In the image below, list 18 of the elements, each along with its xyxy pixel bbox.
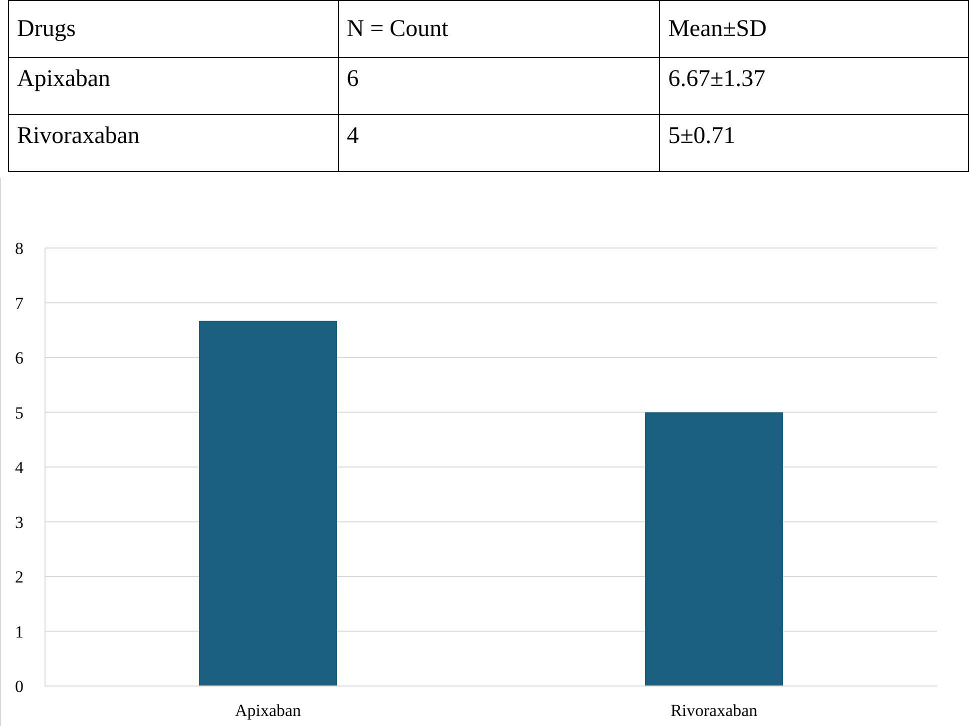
y-tick-label: 8	[15, 239, 24, 258]
y-tick-label: 6	[15, 348, 24, 368]
y-tick-label: 0	[15, 677, 24, 696]
y-tick-label: 3	[15, 512, 24, 532]
y-tick-label: 2	[15, 568, 24, 587]
text: 6	[338, 58, 660, 114]
text: Apixaban	[8, 58, 338, 114]
y-tick-label: 4	[15, 458, 24, 478]
y-tick-label: 7	[15, 294, 24, 313]
y-tick-label: 5	[15, 403, 24, 422]
y-tick-label: 1	[15, 622, 24, 642]
text: N = Count	[338, 0, 660, 58]
text: 4	[338, 114, 660, 172]
text: 6.67±1.37	[660, 58, 968, 114]
text: 5±0.71	[660, 114, 968, 172]
text: Drugs	[8, 0, 338, 58]
text: Rivoraxaban	[8, 114, 338, 172]
text: Mean±SD	[660, 0, 968, 58]
